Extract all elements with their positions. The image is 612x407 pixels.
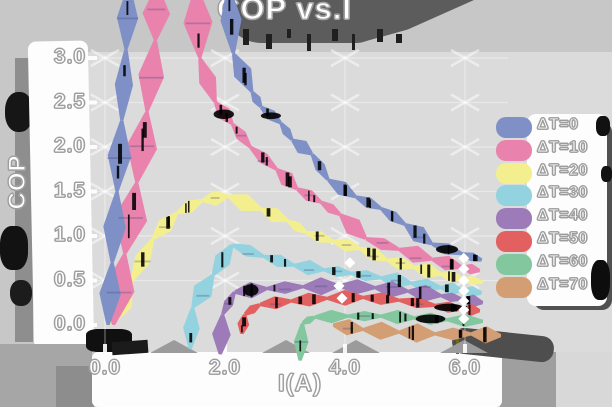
legend-label: ΔT=20 [536,161,588,179]
x-tick-label: 0.0 [88,355,122,379]
legend-color-chip [496,139,532,161]
y-tick-label: 3.0 [53,44,87,68]
ink-marks [106,0,487,352]
legend-label: ΔT=60 [536,252,588,270]
series-ΔT=70 [332,319,502,344]
x-strip-shadow [500,352,556,407]
legend-color-chip [496,162,532,184]
legend-color-chip [496,231,532,252]
title-shadow-dash [266,34,273,49]
legend-color-chip [496,117,532,138]
legend-color-chip [496,208,532,230]
y-tick-label: 1.5 [53,178,87,202]
legend-color-chip [496,185,532,207]
y-tick-label: 1.0 [53,222,87,246]
title-shadow-dash [395,34,403,44]
y-tick-label: 0.5 [53,267,87,291]
x-tick-label: 4.0 [328,355,362,379]
y-tick-label: 0.0 [53,311,87,335]
legend-label: ΔT=10 [536,138,588,156]
title-shadow-dash [332,29,338,41]
ink-blob [601,166,612,182]
legend-color-chip [496,253,532,275]
legend-label: ΔT=50 [536,229,588,247]
title-shadow-dash [377,29,384,42]
title-shadow-dash [351,34,355,51]
title-shadow-dash [307,34,312,51]
corner-gray-dark [56,366,94,407]
ink-blob [0,226,28,270]
x-axis-strip [92,352,502,407]
legend-color-chip [496,276,532,298]
axis-tick-marks [88,56,467,353]
legend-label: ΔT=40 [536,207,588,225]
legend-label: ΔT=30 [536,184,588,202]
strip-scallop [150,340,198,353]
y-tick-label: 2.0 [53,133,87,157]
legend-label: ΔT=0 [536,115,579,133]
x-axis-title: I(A) [277,369,322,397]
legend-label: ΔT=70 [536,275,588,293]
white-diamond-markers [333,252,470,325]
background-patch [556,352,612,407]
title-shadow-dash [287,29,291,39]
x-tick-label: 2.0 [208,355,242,379]
ink-blob [10,280,32,306]
title-shadow-dash [243,29,249,46]
ink-blob [596,116,610,136]
ink-blob [591,260,610,300]
x-tick-label: 6.0 [448,355,482,379]
y-tick-label: 2.5 [53,89,87,113]
